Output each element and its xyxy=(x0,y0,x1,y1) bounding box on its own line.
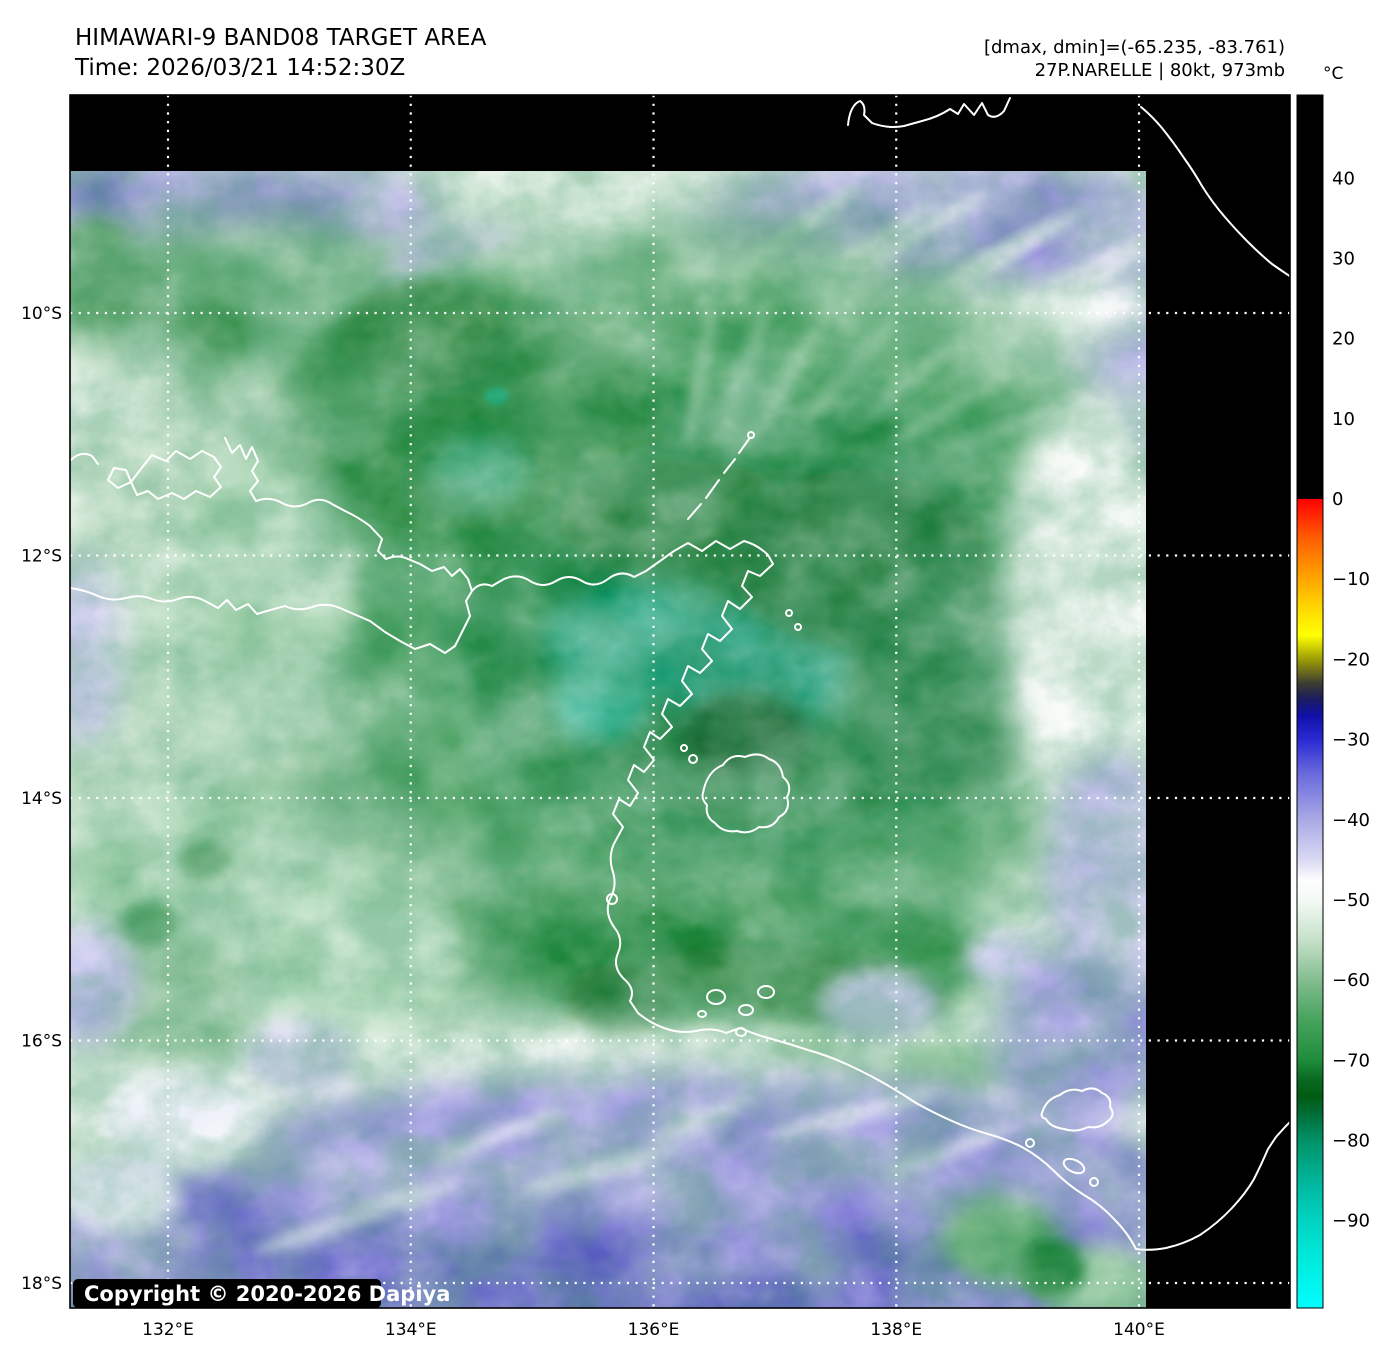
coastline-island xyxy=(1040,1087,1114,1132)
colorbar-tick-label: −70 xyxy=(1332,1050,1370,1071)
colorbar-tick-label: 10 xyxy=(1332,409,1355,430)
islet xyxy=(738,1004,754,1016)
colorbar-tick-label: −40 xyxy=(1332,810,1370,831)
lon-tick-label: 138°E xyxy=(870,1320,922,1340)
lat-tick-label: 12°S xyxy=(21,547,62,567)
colorbar-tick-label: 20 xyxy=(1332,329,1355,350)
islet xyxy=(688,754,698,764)
lon-tick-label: 134°E xyxy=(385,1320,437,1340)
coastline-island xyxy=(70,452,99,465)
coastline-papua xyxy=(847,97,1011,128)
map-frame xyxy=(69,94,1291,1309)
lon-tick-label: 136°E xyxy=(628,1320,680,1340)
page-title: HIMAWARI-9 BAND08 TARGET AREA xyxy=(75,25,487,51)
axis-labels: 132°E 134°E 136°E 138°E 140°E 10°S 12°S 14°S 16°… xyxy=(21,304,1165,1340)
map-panel: Copyright © 2020-2026 Dapiya xyxy=(69,94,1291,1309)
coastline-island xyxy=(107,467,132,489)
colorbar-tick-label: −20 xyxy=(1332,649,1370,670)
colorbar-tick-label: 0 xyxy=(1332,489,1343,510)
islet xyxy=(606,893,618,905)
coastline-island xyxy=(130,450,222,500)
colorbar-tick-label: −90 xyxy=(1332,1211,1370,1232)
coastline-peninsula xyxy=(224,437,473,592)
lat-tick-label: 10°S xyxy=(21,304,62,324)
colorbar-tick-label: −60 xyxy=(1332,970,1370,991)
dmax-dmin-label: [dmax, dmin]=(-65.235, -83.761) xyxy=(984,37,1285,58)
copyright-text: Copyright © 2020-2026 Dapiya xyxy=(84,1282,450,1306)
islet xyxy=(697,1010,707,1018)
lon-tick-label: 140°E xyxy=(1113,1320,1165,1340)
lat-tick-label: 18°S xyxy=(21,1274,62,1294)
islet xyxy=(680,744,688,752)
coastlines xyxy=(70,97,1290,1251)
islet xyxy=(1025,1138,1035,1148)
storm-info-label: 27P.NARELLE | 80kt, 973mb xyxy=(1035,60,1285,81)
islet xyxy=(794,623,802,631)
colorbar-tick-label: 30 xyxy=(1332,249,1355,270)
colorbar-bar xyxy=(1296,94,1324,1309)
lat-tick-label: 16°S xyxy=(21,1032,62,1052)
gridlines xyxy=(70,95,1290,1308)
islet xyxy=(706,989,726,1005)
lat-tick-label: 14°S xyxy=(21,789,62,809)
colorbar-tick-label: −10 xyxy=(1332,569,1370,590)
islet xyxy=(1062,1157,1086,1175)
islet xyxy=(1089,1177,1099,1187)
time-label: Time: 2026/03/21 14:52:30Z xyxy=(74,55,405,81)
colorbar-unit-label: °C xyxy=(1323,64,1343,84)
colorbar-tick-label: −30 xyxy=(1332,730,1370,751)
colorbar: 40 30 20 10 0 −10 −20 −30 −40 −50 −60 −70 −80 −90 xyxy=(1296,94,1370,1309)
coastline-cape xyxy=(1140,106,1290,278)
lon-tick-label: 132°E xyxy=(142,1320,194,1340)
islet xyxy=(785,609,793,617)
islet xyxy=(747,431,755,439)
copyright-badge: Copyright © 2020-2026 Dapiya xyxy=(73,1279,450,1308)
colorbar-tick-label: −50 xyxy=(1332,890,1370,911)
islet xyxy=(757,985,775,999)
coastline-island-chain xyxy=(687,438,750,520)
colorbar-tick-labels: 40 30 20 10 0 −10 −20 −30 −40 −50 −60 −70 −80 −90 xyxy=(1332,168,1370,1231)
cloud-noise-dark xyxy=(70,171,1146,1308)
colorbar-tick-label: 40 xyxy=(1332,168,1355,189)
coastline-island xyxy=(701,753,791,834)
satellite-image-layer xyxy=(70,171,1146,1308)
coastline-mainland xyxy=(70,540,1290,1251)
islet xyxy=(735,1027,747,1037)
colorbar-tick-label: −80 xyxy=(1332,1130,1370,1151)
